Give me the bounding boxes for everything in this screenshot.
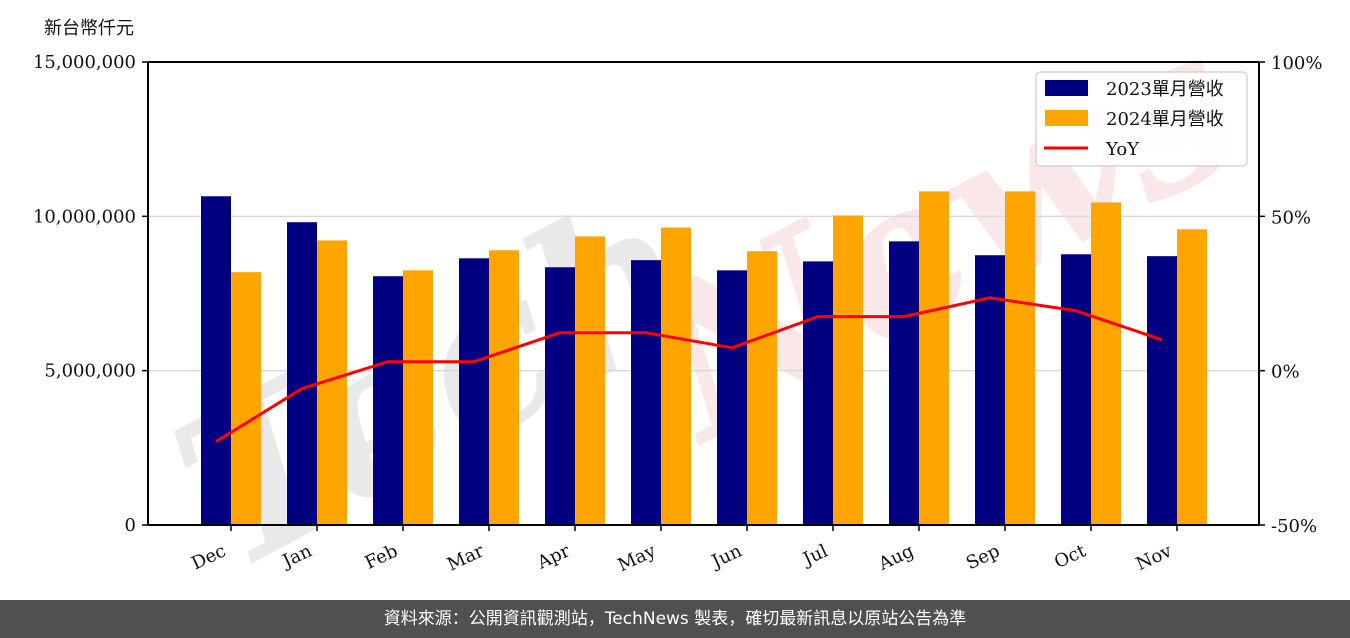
legend-box — [1035, 71, 1248, 167]
bar-2024-jun — [747, 251, 777, 526]
bar-2024-sep — [1005, 191, 1035, 525]
x-tick-label: Mar — [444, 540, 487, 575]
legend-label: 2024單月營收 — [1106, 109, 1224, 130]
y-axis-unit-label: 新台幣仟元 — [44, 18, 134, 39]
bar-2024-apr — [575, 236, 605, 525]
yoy-line — [215, 296, 1163, 443]
bar-2023-may — [631, 260, 661, 525]
bar-2024-dec — [231, 272, 261, 525]
source-footer: 資料來源：公開資訊觀測站，TechNews 製表，確切最新訊息以原站公告為準 — [0, 600, 1350, 638]
y-tick-label: 5,000,000 — [44, 361, 136, 382]
bar-2023-sep — [975, 255, 1005, 525]
bar-2023-jun — [717, 270, 747, 525]
y2-tick-label: -50% — [1271, 516, 1317, 537]
x-tick-label: Nov — [1133, 540, 1176, 575]
bar-2023-feb — [373, 276, 403, 525]
x-tick-label: May — [615, 540, 660, 576]
x-tick-label: Sep — [963, 540, 1003, 574]
y-tick-label: 0 — [125, 515, 136, 536]
chart: Tech News 05,000,00010,000,00015,000,000… — [33, 0, 1323, 600]
y-tick-label: 15,000,000 — [33, 52, 136, 73]
yoy-line-series — [215, 296, 1163, 443]
y2-tick-label: 0% — [1271, 362, 1300, 383]
x-tick-label: Oct — [1051, 540, 1090, 573]
x-tick-label: Jun — [707, 540, 746, 573]
x-tick-label: Jul — [798, 540, 831, 570]
legend-label: 2023單月營收 — [1106, 79, 1224, 100]
x-tick-label: Apr — [533, 540, 573, 574]
bar-2024-mar — [489, 250, 519, 525]
bar-2023-aug — [889, 241, 919, 525]
bar-2024-jul — [833, 215, 863, 525]
y-tick-label: 10,000,000 — [33, 206, 136, 227]
y2-tick-label: 100% — [1271, 53, 1322, 74]
bar-2023-jul — [803, 261, 833, 525]
bar-2023-apr — [545, 267, 575, 525]
legend-label: YoY — [1105, 139, 1140, 160]
x-tick-label: Aug — [875, 540, 918, 575]
bar-2024-oct — [1091, 202, 1121, 525]
bar-2024-nov — [1177, 229, 1207, 525]
bar-2024-aug — [919, 191, 949, 525]
legend-swatch-2024 — [1045, 110, 1088, 126]
bar-series — [201, 191, 1207, 526]
bar-2024-feb — [403, 270, 433, 525]
bar-2023-oct — [1061, 254, 1091, 526]
bar-2023-mar — [459, 258, 489, 525]
bar-2023-jan — [287, 222, 317, 525]
legend-swatch-2023 — [1045, 80, 1088, 96]
bar-2023-dec — [201, 196, 231, 525]
bar-2023-nov — [1147, 256, 1177, 525]
legend: 2023單月營收 2024單月營收 YoY — [1035, 71, 1248, 167]
y2-tick-label: 50% — [1271, 207, 1311, 228]
bar-2024-may — [661, 227, 691, 526]
